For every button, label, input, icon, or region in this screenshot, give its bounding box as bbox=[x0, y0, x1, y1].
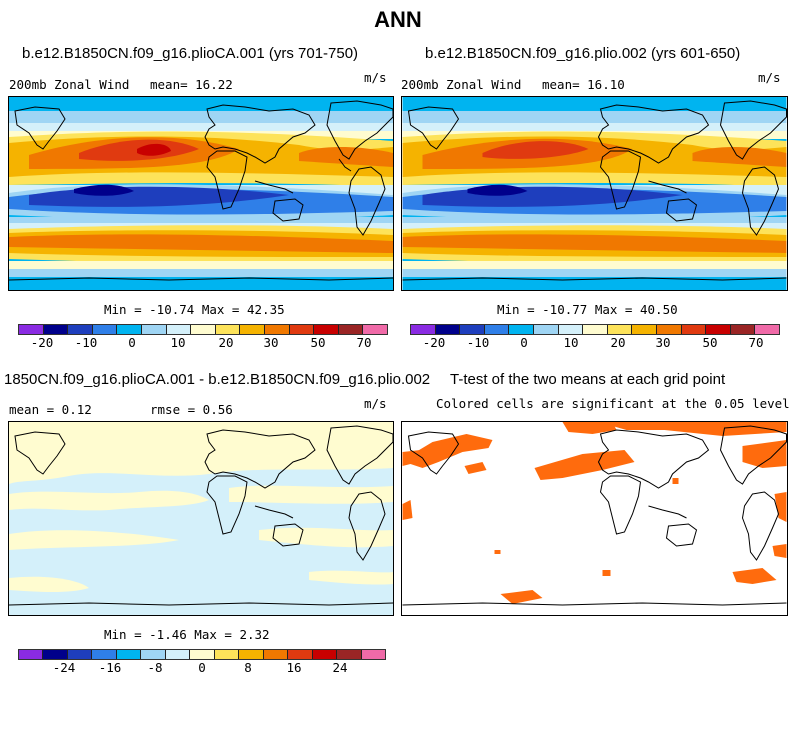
panel2-colorbar-label: -20 bbox=[422, 335, 446, 350]
panel2-colorbar-box bbox=[460, 325, 485, 334]
panel3-colorbar-box bbox=[337, 650, 362, 659]
panel3-diff-field bbox=[9, 422, 393, 615]
panel2-colorbar-box bbox=[730, 325, 756, 334]
panel1-colorbar-label: 70 bbox=[356, 335, 372, 350]
panel2-title: b.e12.B1850CN.f09_g16.plio.002 (yrs 601-… bbox=[425, 45, 741, 62]
panel2-map bbox=[401, 96, 788, 291]
panel2-colorbar-label: 50 bbox=[702, 335, 718, 350]
panel3-colorbar-box bbox=[43, 650, 68, 659]
panel2-colorbar-box bbox=[755, 325, 779, 334]
panel1-colorbar-box bbox=[19, 325, 44, 334]
panel2-mean: mean= 16.10 bbox=[542, 77, 625, 92]
panel3-colorbar-label: 0 bbox=[198, 660, 206, 675]
panel1-colorbar-box bbox=[363, 325, 387, 334]
panel2-colorbar-box bbox=[583, 325, 608, 334]
panel1-mean: mean= 16.22 bbox=[150, 77, 233, 92]
panel2-colorbar-box bbox=[607, 325, 633, 334]
panel1-map bbox=[8, 96, 394, 291]
panel3-colorbar-label: 8 bbox=[244, 660, 252, 675]
panel3-colorbar-box bbox=[190, 650, 215, 659]
panel3-colorbar-box bbox=[116, 650, 142, 659]
panel4-title: T-test of the two means at each grid poi… bbox=[450, 371, 726, 388]
panel1-wind-field bbox=[9, 97, 393, 290]
panel1-units: m/s bbox=[364, 70, 387, 85]
panel3-colorbar-label: 24 bbox=[332, 660, 348, 675]
panel3-colorbar-label: 16 bbox=[286, 660, 302, 675]
panel2-colorbar-box bbox=[656, 325, 682, 334]
panel1-colorbar bbox=[18, 324, 388, 335]
panel3-colorbar bbox=[18, 649, 386, 660]
panel1-title: b.e12.B1850CN.f09_g16.plioCA.001 (yrs 70… bbox=[22, 45, 359, 62]
panel2-colorbar-box bbox=[509, 325, 534, 334]
panel1-colorbar-box bbox=[166, 325, 192, 334]
panel2-colorbar-label: 30 bbox=[655, 335, 671, 350]
panel3-mean: mean = 0.12 bbox=[9, 402, 92, 417]
panel1-colorbar-label: 20 bbox=[218, 335, 234, 350]
panel3-colorbar-label: -8 bbox=[147, 660, 163, 675]
panel1-colorbar-box bbox=[240, 325, 265, 334]
panel4-map bbox=[401, 421, 788, 616]
panel3-colorbar-box bbox=[312, 650, 338, 659]
panel1-colorbar-box bbox=[264, 325, 290, 334]
panel2-units: m/s bbox=[758, 70, 781, 85]
panel3-colorbar-box bbox=[92, 650, 117, 659]
panel2-colorbar-label: -10 bbox=[466, 335, 490, 350]
panel2-colorbar-box bbox=[632, 325, 657, 334]
panel4-subtitle: Colored cells are significant at the 0.0… bbox=[436, 396, 790, 411]
panel2-colorbar-box bbox=[411, 325, 436, 334]
panel3-rmse: rmse = 0.56 bbox=[150, 402, 233, 417]
panel1-minmax: Min = -10.74 Max = 42.35 bbox=[104, 302, 285, 317]
panel3-colorbar-box bbox=[67, 650, 93, 659]
panel3-map bbox=[8, 421, 394, 616]
panel2-colorbar-box bbox=[681, 325, 707, 334]
panel3-colorbar-box bbox=[288, 650, 313, 659]
panel2-colorbar-box bbox=[558, 325, 584, 334]
panel3-colorbar-label: -16 bbox=[98, 660, 122, 675]
panel2-minmax: Min = -10.77 Max = 40.50 bbox=[497, 302, 678, 317]
panel3-colorbar-box bbox=[239, 650, 264, 659]
panel2-colorbar-label: 20 bbox=[610, 335, 626, 350]
panel1-colorbar-label: 10 bbox=[170, 335, 186, 350]
panel1-colorbar-label: 50 bbox=[310, 335, 326, 350]
panel2-colorbar-box bbox=[533, 325, 559, 334]
panel3-colorbar-label: -24 bbox=[52, 660, 76, 675]
panel1-colorbar-box bbox=[338, 325, 364, 334]
panel1-colorbar-box bbox=[141, 325, 167, 334]
panel3-colorbar-box bbox=[141, 650, 166, 659]
panel1-colorbar-box bbox=[191, 325, 216, 334]
panel3-units: m/s bbox=[364, 396, 387, 411]
panel2-colorbar bbox=[410, 324, 780, 335]
panel2-colorbar-box bbox=[435, 325, 461, 334]
panel1-colorbar-label: -20 bbox=[30, 335, 54, 350]
panel1-colorbar-box bbox=[43, 325, 69, 334]
panel1-colorbar-label: 0 bbox=[128, 335, 136, 350]
panel1-colorbar-label: 30 bbox=[263, 335, 279, 350]
panel3-minmax: Min = -1.46 Max = 2.32 bbox=[104, 627, 270, 642]
panel2-colorbar-box bbox=[484, 325, 510, 334]
panel2-colorbar-box bbox=[706, 325, 731, 334]
panel3-colorbar-box bbox=[19, 650, 44, 659]
panel3-colorbar-box bbox=[214, 650, 240, 659]
panel2-wind-field bbox=[402, 97, 787, 290]
panel3-colorbar-box bbox=[165, 650, 191, 659]
panel3-colorbar-box bbox=[263, 650, 289, 659]
panel1-colorbar-label: -10 bbox=[74, 335, 98, 350]
panel1-colorbar-box bbox=[92, 325, 118, 334]
panel3-colorbar-box bbox=[361, 650, 386, 659]
panel2-variable: 200mb Zonal Wind bbox=[401, 77, 522, 92]
panel1-colorbar-box bbox=[314, 325, 339, 334]
panel2-colorbar-label: 70 bbox=[748, 335, 764, 350]
panel4-significance-field bbox=[402, 422, 787, 615]
panel1-colorbar-box bbox=[289, 325, 315, 334]
panel1-colorbar-box bbox=[117, 325, 142, 334]
panel1-colorbar-box bbox=[68, 325, 93, 334]
panel3-title: 1850CN.f09_g16.plioCA.001 - b.e12.B1850C… bbox=[4, 371, 431, 388]
panel1-colorbar-box bbox=[215, 325, 241, 334]
panel1-variable: 200mb Zonal Wind bbox=[9, 77, 130, 92]
panel2-colorbar-label: 0 bbox=[520, 335, 528, 350]
panel2-colorbar-label: 10 bbox=[563, 335, 579, 350]
figure-title: ANN bbox=[374, 7, 422, 32]
